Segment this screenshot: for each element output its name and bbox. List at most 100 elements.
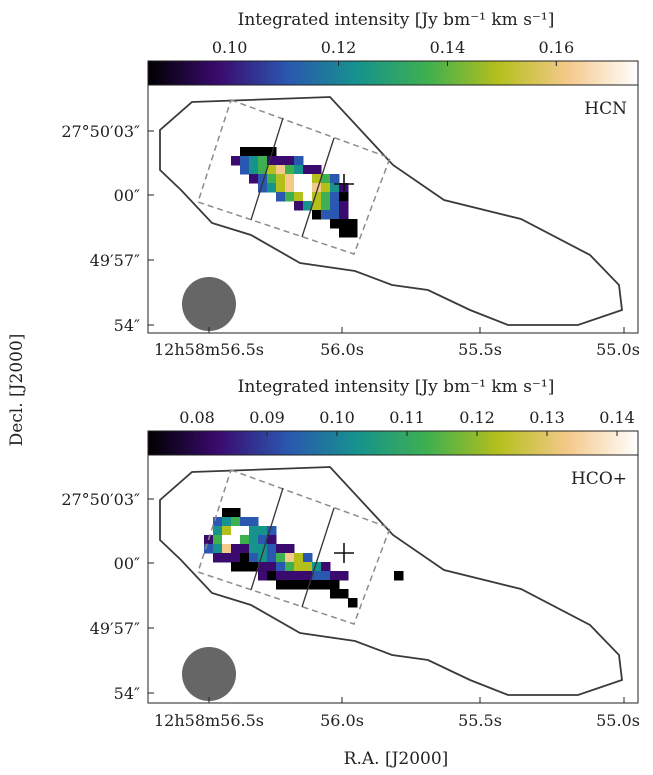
colorbar-label-hcoplus: Integrated intensity [Jy bm⁻¹ km s⁻¹] bbox=[238, 377, 555, 397]
panel-hcn: Integrated intensity [Jy bm⁻¹ km s⁻¹] 0.… bbox=[61, 10, 640, 359]
intensity-pixel-hcoplus bbox=[222, 517, 232, 527]
intensity-pixel-hcoplus bbox=[213, 544, 223, 554]
intensity-pixel-hcoplus bbox=[249, 562, 259, 572]
intensity-pixel-hcn bbox=[330, 219, 340, 229]
intensity-pixel-hcoplus bbox=[231, 562, 241, 572]
intensity-pixel-hcoplus bbox=[231, 553, 241, 563]
line-label-hcoplus: HCO+ bbox=[571, 469, 627, 489]
intensity-pixel-hcn bbox=[276, 174, 286, 184]
intensity-pixel-hcn bbox=[321, 201, 331, 211]
colorbar-tick-label: 0.09 bbox=[249, 408, 285, 427]
intensity-pixel-hcn bbox=[240, 147, 250, 157]
intensity-pixel-hcoplus bbox=[294, 580, 304, 590]
intensity-pixel-hcoplus bbox=[276, 544, 286, 554]
intensity-pixel-hcn bbox=[258, 156, 268, 166]
intensity-pixel-hcn bbox=[312, 183, 322, 193]
intensity-pixel-hcn bbox=[276, 165, 286, 175]
panel-hcoplus: Integrated intensity [Jy bm⁻¹ km s⁻¹] 0.… bbox=[61, 377, 640, 730]
y-tick-label: 49′57″ bbox=[90, 619, 140, 638]
intensity-pixel-hcn bbox=[276, 183, 286, 193]
axis-ticks-hcn bbox=[148, 130, 625, 333]
intensity-pixel-hcoplus bbox=[267, 571, 277, 581]
intensity-pixel-hcn bbox=[294, 201, 304, 211]
intensity-pixel-hcoplus bbox=[222, 535, 232, 545]
intensity-pixel-hcoplus bbox=[294, 571, 304, 581]
y-ticklabels-hcn: 27°50′03″ 00″ 49′57″ 54″ bbox=[61, 122, 140, 335]
y-axis-label: Decl. [J2000] bbox=[7, 334, 27, 447]
intensity-pixel-hcn bbox=[249, 156, 259, 166]
intensity-pixel-hcoplus bbox=[321, 562, 331, 572]
intensity-pixel-hcn bbox=[294, 192, 304, 202]
intensity-pixel-hcoplus bbox=[285, 580, 295, 590]
intensity-pixel-hcoplus bbox=[204, 544, 214, 554]
intensity-pixel-hcoplus bbox=[276, 571, 286, 581]
x-tick-label: 55.0s bbox=[596, 711, 640, 730]
intensity-pixel-hcn bbox=[303, 192, 313, 202]
intensity-pixel-hcoplus bbox=[303, 562, 313, 572]
intensity-pixel-hcoplus bbox=[330, 580, 340, 590]
intensity-pixel-hcn bbox=[339, 192, 349, 202]
colorbar-tick-label: 0.10 bbox=[212, 38, 248, 57]
intensity-pixel-hcn bbox=[294, 156, 304, 166]
x-tick-label: 55.5s bbox=[458, 340, 502, 359]
intensity-pixel-hcoplus bbox=[312, 562, 322, 572]
intensity-pixel-hcoplus bbox=[348, 598, 358, 608]
intensity-pixel-hcoplus bbox=[267, 526, 277, 536]
intensity-pixel-hcoplus bbox=[240, 562, 250, 572]
slit-lines-hcn bbox=[250, 117, 335, 238]
intensity-pixel-hcoplus bbox=[294, 553, 304, 563]
intensity-pixel-hcoplus bbox=[222, 526, 232, 536]
intensity-pixel-hcoplus bbox=[231, 544, 241, 554]
x-tick-label: 56.0s bbox=[320, 711, 364, 730]
intensity-pixel-hcn bbox=[231, 156, 241, 166]
intensity-pixel-hcn bbox=[258, 174, 268, 184]
intensity-pixel-hcn bbox=[267, 165, 277, 175]
y-tick-label: 49′57″ bbox=[90, 251, 140, 270]
peak-cross-hcoplus bbox=[334, 543, 354, 563]
intensity-pixel-hcoplus bbox=[276, 562, 286, 572]
intensity-pixel-hcn bbox=[258, 183, 268, 193]
intensity-pixel-hcoplus bbox=[240, 535, 250, 545]
y-tick-label: 54″ bbox=[114, 684, 140, 703]
intensity-pixel-hcoplus bbox=[285, 562, 295, 572]
colorbar-tick-label: 0.14 bbox=[430, 38, 466, 57]
intensity-pixel-hcn bbox=[321, 183, 331, 193]
intensity-pixel-hcn bbox=[339, 201, 349, 211]
beam-ellipse-hcoplus bbox=[182, 647, 236, 701]
intensity-pixel-hcn bbox=[330, 174, 340, 184]
footprint-outline-hcoplus bbox=[159, 466, 623, 696]
colorbar-label-hcn: Integrated intensity [Jy bm⁻¹ km s⁻¹] bbox=[238, 10, 555, 30]
intensity-pixel-hcn bbox=[321, 174, 331, 184]
intensity-pixel-hcn bbox=[312, 192, 322, 202]
dashed-box-hcn bbox=[197, 99, 391, 255]
y-tick-label: 27°50′03″ bbox=[61, 122, 140, 141]
line-label-hcn: HCN bbox=[584, 99, 627, 119]
intensity-pixel-hcn bbox=[303, 165, 313, 175]
intensity-pixel-hcn bbox=[249, 174, 259, 184]
intensity-pixel-hcn bbox=[321, 210, 331, 220]
intensity-pixel-hcoplus bbox=[222, 553, 232, 563]
intensity-pixel-hcoplus bbox=[249, 535, 259, 545]
intensity-pixel-hcoplus bbox=[276, 553, 286, 563]
intensity-pixels-hcoplus bbox=[204, 508, 404, 608]
map-axes-hcoplus: HCO+ bbox=[147, 454, 639, 704]
intensity-pixel-hcoplus bbox=[339, 589, 349, 599]
intensity-pixel-hcn bbox=[348, 219, 358, 229]
colorbar-tick-label: 0.14 bbox=[599, 408, 635, 427]
intensity-pixel-hcoplus bbox=[213, 553, 223, 563]
x-tick-label: 55.5s bbox=[458, 711, 502, 730]
intensity-pixel-hcn bbox=[312, 210, 322, 220]
x-tick-label: 55.0s bbox=[596, 340, 640, 359]
intensity-pixel-hcn bbox=[276, 156, 286, 166]
dashed-box-hcoplus bbox=[197, 469, 391, 625]
intensity-pixel-hcn bbox=[303, 174, 313, 184]
intensity-pixel-hcoplus bbox=[267, 535, 277, 545]
colorbar-tick-label: 0.12 bbox=[459, 408, 495, 427]
intensity-pixel-hcn bbox=[330, 201, 340, 211]
intensity-pixel-hcoplus bbox=[231, 508, 241, 518]
y-tick-label: 00″ bbox=[114, 554, 140, 573]
intensity-pixel-hcoplus bbox=[330, 589, 340, 599]
intensity-pixel-hcoplus bbox=[303, 571, 313, 581]
intensity-pixel-hcoplus bbox=[213, 517, 223, 527]
intensity-pixel-hcn bbox=[312, 165, 322, 175]
